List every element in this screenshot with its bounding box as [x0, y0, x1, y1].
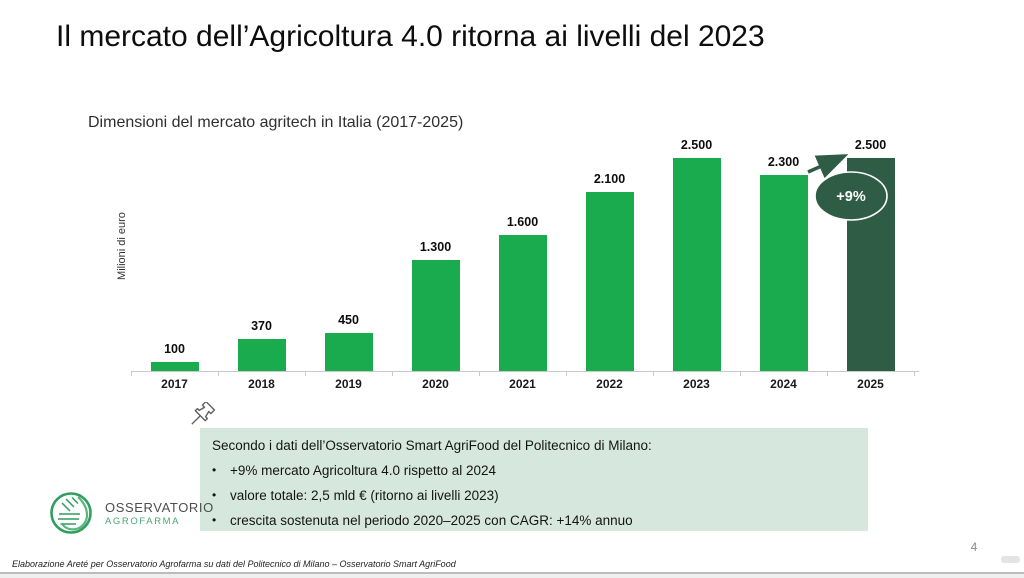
- x-axis-label: 2017: [161, 377, 188, 391]
- pushpin-icon: [191, 402, 216, 425]
- bar-2017: [150, 362, 199, 371]
- bar-2024: [759, 175, 808, 371]
- logo-name: OSSERVATORIO: [105, 499, 214, 515]
- growth-arrow-icon: [807, 154, 849, 179]
- corner-chip: [1001, 556, 1020, 563]
- footer-note: Elaborazione Areté per Osservatorio Agro…: [12, 559, 456, 569]
- bar-value-label: 450: [338, 313, 359, 327]
- axis-tick: [827, 372, 828, 376]
- page-title: Il mercato dell’Agricoltura 4.0 ritorna …: [56, 20, 765, 53]
- bullet-item: • valore totale: 2,5 mld € (ritorno ai li…: [212, 487, 854, 504]
- axis-tick: [392, 372, 393, 376]
- axis-tick: [479, 372, 480, 376]
- page-number: 4: [970, 540, 978, 554]
- bar-value-label: 100: [164, 342, 185, 356]
- axis-tick: [914, 372, 915, 376]
- bullet-glyph: •: [212, 463, 217, 477]
- axis-tick: [740, 372, 741, 376]
- bar-value-label: 2.100: [593, 172, 626, 186]
- y-axis-label: Milioni di euro: [116, 212, 128, 280]
- x-axis-label: 2020: [422, 377, 449, 391]
- axis-tick: [566, 372, 567, 376]
- bar-2020: [411, 260, 460, 371]
- bottom-strip: [0, 574, 1024, 578]
- bar-value-label: 1.600: [506, 215, 539, 229]
- x-axis-line: [131, 371, 919, 372]
- bullet-text: crescita sostenuta nel periodo 2020–2025…: [230, 513, 633, 528]
- bar-value-label: 2.500: [854, 138, 887, 152]
- x-axis-label: 2022: [596, 377, 623, 391]
- axis-tick: [305, 372, 306, 376]
- growth-badge: +9%: [814, 171, 888, 221]
- growth-annotation: +9%: [807, 154, 888, 221]
- callout-box: Secondo i dati dell’Osservatorio Smart A…: [200, 428, 868, 531]
- x-axis-label: 2024: [770, 377, 797, 391]
- axis-tick: [131, 372, 132, 376]
- bar-2019: [324, 333, 373, 371]
- bar-2023: [672, 158, 721, 371]
- bar-2018: [237, 339, 286, 371]
- x-axis-label: 2023: [683, 377, 710, 391]
- x-axis-label: 2025: [857, 377, 884, 391]
- bar-value-label: 2.300: [767, 155, 800, 169]
- bar-2022: [585, 192, 634, 371]
- bullet-text: valore totale: 2,5 mld € (ritorno ai liv…: [230, 488, 499, 503]
- logo-subname: AGROFARMA: [105, 515, 181, 527]
- axis-tick: [218, 372, 219, 376]
- bullet-item: • crescita sostenuta nel periodo 2020–202…: [212, 512, 854, 529]
- bullet-glyph: •: [212, 488, 217, 502]
- bottom-divider: [0, 572, 1024, 574]
- chart-title: Dimensioni del mercato agritech in Itali…: [88, 114, 464, 131]
- x-axis-label: 2021: [509, 377, 536, 391]
- x-axis-label: 2018: [248, 377, 275, 391]
- x-axis-label: 2019: [335, 377, 362, 391]
- logo: OSSERVATORIO AGROFARMA: [45, 486, 214, 540]
- bullet-glyph: •: [212, 513, 217, 527]
- bullet-text: +9% mercato Agricoltura 4.0 rispetto al …: [230, 463, 497, 478]
- axis-tick: [653, 372, 654, 376]
- bullet-item: • +9% mercato Agricoltura 4.0 rispetto al…: [212, 462, 854, 479]
- growth-badge-label: +9%: [836, 189, 866, 205]
- bar-value-label: 1.300: [419, 240, 452, 254]
- bar-value-label: 2.500: [680, 138, 713, 152]
- logo-emblem-icon: [50, 492, 92, 534]
- callout-intro: Secondo i dati dell’Osservatorio Smart A…: [212, 438, 652, 453]
- bar-value-label: 370: [251, 319, 272, 333]
- bar-2021: [498, 235, 547, 371]
